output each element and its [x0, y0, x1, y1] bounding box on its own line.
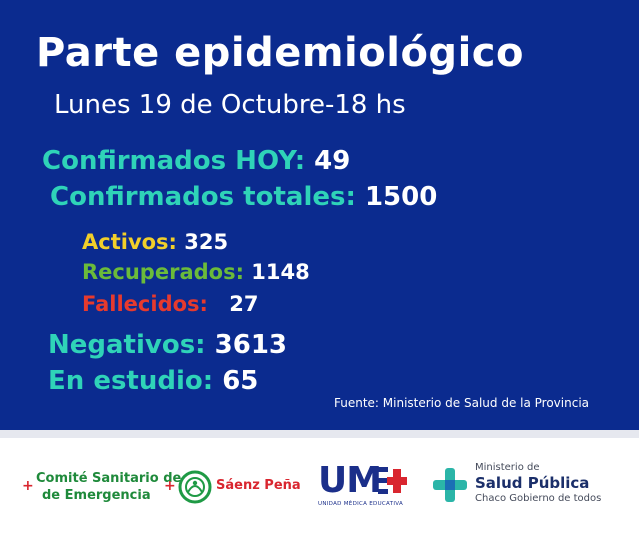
stat-value: 3613 [214, 330, 288, 360]
stat-confirmados-hoy: Confirmados HOY: 49 [42, 146, 350, 176]
ume-logo: UM UNIDAD MÉDICA EDUCATIVA [318, 460, 412, 510]
stat-value: 1148 [251, 260, 310, 284]
logo-text: Sáenz Peña [216, 478, 301, 493]
stat-en-estudio: En estudio: 65 [48, 366, 258, 396]
logo-text: Ministerio de [475, 462, 540, 473]
stat-value: 65 [222, 366, 259, 396]
red-cross-icon: + [22, 478, 34, 494]
stat-label: Confirmados HOY: [42, 146, 306, 176]
stat-value: 325 [184, 230, 229, 254]
stat-label: Recuperados: [82, 260, 244, 284]
stat-label: Activos: [82, 230, 177, 254]
health-cross-icon [433, 468, 467, 502]
stat-negativos: Negativos: 3613 [48, 330, 287, 360]
logo-text: Salud Pública [475, 474, 590, 492]
stat-value: 27 [229, 292, 259, 316]
page-title: Parte epidemiológico [36, 30, 524, 76]
divider [0, 430, 639, 438]
footer-logos: + Comité Sanitario de de Emergencia + Sá… [0, 438, 639, 536]
stat-confirmados-totales: Confirmados totales: 1500 [50, 182, 437, 212]
stat-label: Fallecidos: [82, 292, 208, 316]
infographic-panel: Parte epidemiológico Lunes 19 de Octubre… [0, 0, 639, 430]
source-note: Fuente: Ministerio de Salud de la Provin… [334, 396, 590, 410]
stat-label: En estudio: [48, 366, 214, 396]
salud-publica-logo: Ministerio de Salud Pública Chaco Gobier… [433, 460, 623, 510]
stat-fallecidos: Fallecidos: 27 [82, 292, 258, 316]
logo-subtext: UNIDAD MÉDICA EDUCATIVA [318, 501, 404, 507]
logo-text: de Emergencia [42, 488, 151, 503]
stat-value: 49 [314, 146, 351, 176]
stat-value: 1500 [364, 182, 438, 212]
saenz-pena-logo: Sáenz Peña [178, 468, 302, 508]
stat-label: Confirmados totales: [50, 182, 356, 212]
red-cross-icon [378, 467, 407, 494]
stat-activos: Activos: 325 [82, 230, 228, 254]
comite-sanitario-logo: + Comité Sanitario de de Emergencia + [18, 468, 182, 518]
logo-text: Comité Sanitario de [36, 471, 182, 486]
date-line: Lunes 19 de Octubre-18 hs [54, 90, 406, 120]
stat-label: Negativos: [48, 330, 206, 360]
logo-text: Chaco Gobierno de todos [475, 493, 602, 504]
red-cross-icon: + [164, 478, 176, 494]
logo-text: UM [318, 460, 382, 501]
stat-recuperados: Recuperados: 1148 [82, 260, 310, 284]
laurel-emblem-icon [178, 470, 212, 504]
